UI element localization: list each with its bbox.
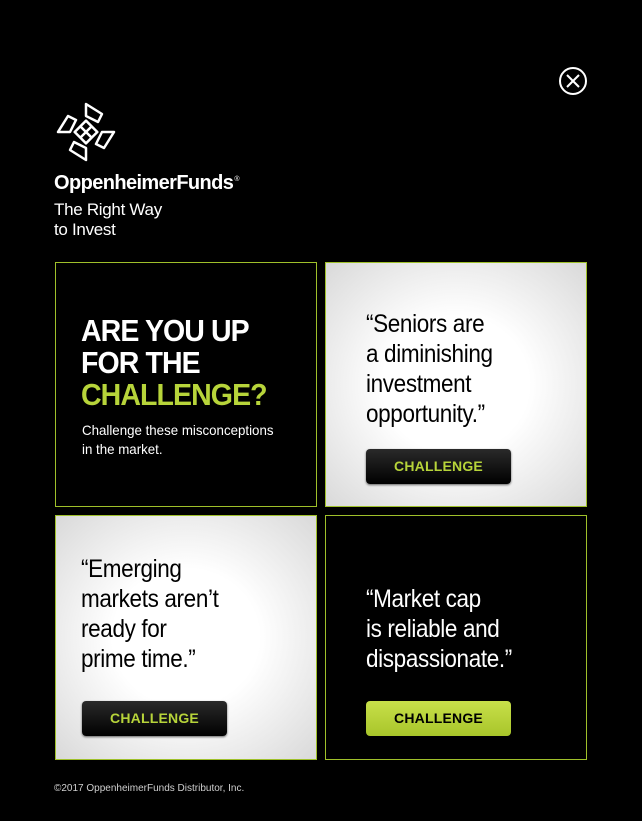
- hands-logo-icon: [54, 100, 118, 169]
- brand-text: OppenheimerFunds: [54, 172, 234, 194]
- brand-name: OppenheimerFunds®: [54, 172, 239, 195]
- tagline-line-2: to Invest: [54, 220, 116, 239]
- card-quote: “Seniors are a diminishing investment op…: [366, 309, 493, 429]
- quote-line: “Emerging: [81, 555, 182, 583]
- registered-mark: ®: [234, 176, 239, 183]
- challenge-card-emerging-markets: “Emerging markets aren’t ready for prime…: [55, 515, 317, 760]
- close-icon: [566, 74, 580, 88]
- copyright-footer: ©2017 OppenheimerFunds Distributor, Inc.: [54, 783, 245, 794]
- quote-line: prime time.”: [81, 645, 196, 673]
- headline-line-3: CHALLENGE?: [81, 377, 268, 412]
- close-button[interactable]: [559, 67, 587, 95]
- challenge-card-market-cap: “Market cap is reliable and dispassionat…: [325, 515, 587, 760]
- quote-line: markets aren’t: [81, 585, 219, 613]
- quote-line: dispassionate.”: [366, 645, 512, 673]
- headline-line-1: ARE YOU UP: [81, 313, 250, 348]
- intro-tile: ARE YOU UP FOR THE CHALLENGE? Challenge …: [55, 262, 317, 507]
- quote-line: a diminishing: [366, 340, 493, 368]
- card-quote: “Market cap is reliable and dispassionat…: [366, 584, 512, 674]
- headline-line-2: FOR THE: [81, 345, 201, 380]
- quote-line: “Seniors are: [366, 310, 485, 338]
- quote-line: is reliable and: [366, 615, 500, 643]
- intro-headline: ARE YOU UP FOR THE CHALLENGE?: [81, 313, 268, 412]
- intro-subtext: Challenge these misconceptions in the ma…: [82, 421, 273, 459]
- quote-line: “Market cap: [366, 585, 481, 613]
- challenge-card-seniors: “Seniors are a diminishing investment op…: [325, 262, 587, 507]
- card-quote: “Emerging markets aren’t ready for prime…: [81, 554, 219, 674]
- tagline-line-1: The Right Way: [54, 200, 162, 219]
- subtext-line-1: Challenge these misconceptions: [82, 422, 274, 438]
- quote-line: opportunity.”: [366, 400, 485, 428]
- challenge-button-seniors[interactable]: CHALLENGE: [366, 449, 511, 484]
- challenge-button-emerging-markets[interactable]: CHALLENGE: [82, 701, 227, 736]
- challenge-button-market-cap[interactable]: CHALLENGE: [366, 701, 511, 736]
- quote-line: ready for: [81, 615, 167, 643]
- quote-line: investment: [366, 370, 472, 398]
- tagline: The Right Way to Invest: [54, 200, 162, 240]
- subtext-line-2: in the market.: [82, 441, 163, 457]
